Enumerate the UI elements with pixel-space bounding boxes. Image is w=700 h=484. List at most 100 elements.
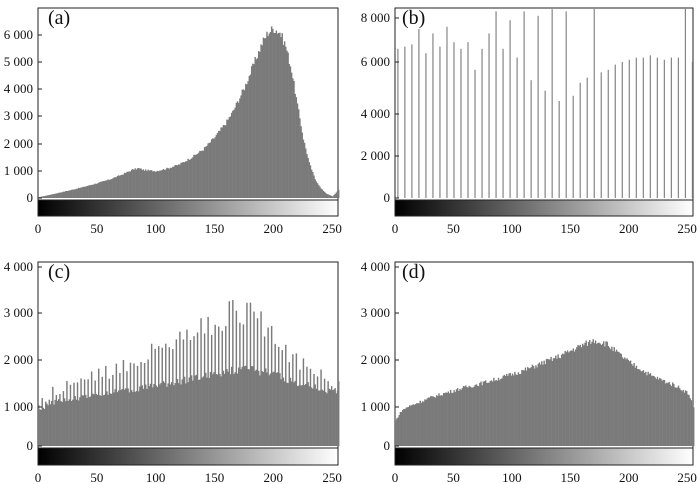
histogram-bar bbox=[86, 397, 88, 446]
histogram-bar bbox=[624, 357, 626, 446]
histogram-bar bbox=[288, 64, 291, 198]
histogram-bar bbox=[183, 162, 186, 198]
histogram-bar bbox=[53, 404, 55, 446]
histogram-bar bbox=[143, 362, 146, 446]
histogram-bar bbox=[399, 412, 402, 446]
histogram-bar bbox=[598, 342, 600, 446]
histogram-bar bbox=[249, 302, 252, 446]
histogram-bar bbox=[270, 325, 273, 446]
histogram-bar bbox=[174, 164, 176, 198]
histogram-bar bbox=[335, 393, 338, 446]
histogram-bar bbox=[614, 64, 616, 198]
histogram-bar bbox=[545, 359, 548, 446]
histogram-bar bbox=[439, 395, 441, 446]
histogram-bar bbox=[68, 190, 71, 198]
histogram-bar bbox=[444, 392, 446, 446]
histogram-bar bbox=[110, 179, 113, 198]
histogram-bar bbox=[293, 80, 295, 198]
histogram-bar bbox=[514, 371, 516, 446]
histogram-bar bbox=[245, 83, 247, 198]
histogram-bar bbox=[466, 387, 468, 446]
histogram-bar bbox=[601, 343, 604, 446]
histogram-bar bbox=[546, 358, 549, 446]
histogram-bar bbox=[426, 398, 428, 446]
histogram-bar bbox=[39, 196, 41, 198]
histogram-bar bbox=[222, 124, 225, 198]
histogram-bar bbox=[133, 363, 135, 446]
histogram-bar bbox=[432, 396, 434, 446]
histogram-bar bbox=[63, 398, 66, 446]
histogram-bar bbox=[56, 400, 59, 446]
histogram-bar bbox=[158, 171, 160, 198]
histogram-bar bbox=[119, 372, 121, 446]
histogram-bar bbox=[269, 373, 272, 446]
histogram-bar bbox=[290, 72, 293, 198]
histogram-bar bbox=[139, 168, 141, 198]
histogram-bar bbox=[488, 382, 490, 446]
y-tick-label: 4 000 bbox=[361, 106, 390, 121]
histogram-bar bbox=[92, 393, 94, 446]
histogram-bar bbox=[155, 385, 158, 446]
histogram-bar bbox=[107, 394, 109, 446]
histogram-bar bbox=[132, 392, 134, 446]
histogram-bar bbox=[467, 387, 469, 446]
histogram-bar bbox=[321, 389, 323, 446]
histogram-bar bbox=[292, 354, 294, 446]
histogram-bar bbox=[655, 379, 658, 446]
histogram-bar bbox=[148, 386, 151, 446]
histogram-bar bbox=[534, 368, 536, 446]
histogram-bar bbox=[691, 405, 694, 446]
histogram-bar bbox=[201, 150, 203, 198]
histogram-bar bbox=[262, 371, 265, 446]
histogram-bar bbox=[442, 393, 445, 446]
histogram-bar bbox=[230, 112, 233, 198]
histogram-bar bbox=[406, 407, 409, 446]
histogram-bar bbox=[581, 343, 584, 446]
histogram-bar bbox=[521, 369, 523, 446]
histogram-bar bbox=[274, 32, 276, 199]
histogram-bar bbox=[123, 389, 126, 446]
histogram-bar bbox=[653, 376, 655, 446]
histogram-bar bbox=[327, 381, 329, 446]
histogram-bar bbox=[138, 391, 140, 446]
histogram-bar bbox=[453, 42, 455, 199]
histogram-bar bbox=[585, 340, 587, 446]
histogram-bar bbox=[643, 372, 646, 446]
histogram-bar bbox=[654, 377, 656, 446]
histogram-bar bbox=[594, 340, 597, 446]
histogram-bar bbox=[223, 373, 226, 446]
histogram-bar bbox=[105, 365, 107, 446]
histogram-bar bbox=[452, 392, 454, 446]
histogram-bar bbox=[225, 125, 227, 198]
histogram-bar bbox=[76, 382, 79, 446]
histogram-bar bbox=[299, 118, 301, 198]
x-tick-label: 200 bbox=[264, 470, 284, 484]
histogram-bar bbox=[255, 59, 258, 198]
histogram-bar bbox=[203, 147, 206, 198]
histogram-bar bbox=[454, 392, 457, 446]
histogram-bar bbox=[617, 351, 619, 446]
histogram-bar bbox=[604, 346, 606, 446]
histogram-bar bbox=[76, 188, 79, 198]
histogram-bar bbox=[265, 38, 267, 198]
histogram-bar bbox=[188, 159, 191, 198]
histogram-bar bbox=[480, 381, 482, 446]
histogram-bar bbox=[487, 382, 489, 446]
histogram-bar bbox=[541, 361, 543, 446]
histogram-bar bbox=[278, 32, 280, 199]
histogram-bar bbox=[488, 33, 490, 199]
histogram-bar bbox=[645, 371, 647, 446]
histogram-bar bbox=[96, 394, 99, 446]
histogram-bar bbox=[336, 191, 339, 198]
histogram-bar bbox=[555, 355, 557, 446]
histogram-bar bbox=[248, 369, 251, 446]
histogram-bar bbox=[263, 336, 266, 446]
histogram-bar bbox=[475, 384, 478, 446]
x-tick-label: 150 bbox=[561, 221, 581, 236]
histogram-bar bbox=[194, 375, 196, 446]
histogram-bar bbox=[152, 171, 154, 198]
histogram-bar bbox=[55, 193, 58, 198]
histogram-bar bbox=[685, 391, 688, 446]
histogram-bar bbox=[483, 381, 486, 446]
histogram-bar bbox=[122, 174, 125, 198]
